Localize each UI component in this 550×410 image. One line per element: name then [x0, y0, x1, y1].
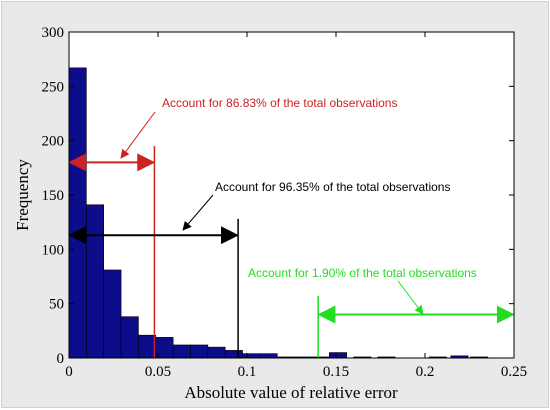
- x-axis-title: Absolute value of relative error: [184, 383, 398, 402]
- histogram-bar: [224, 350, 243, 359]
- x-tick-label: 0.1: [238, 364, 257, 380]
- histogram-bar: [68, 67, 87, 359]
- pointer-line: [182, 194, 214, 231]
- y-tick-label: 300: [42, 25, 65, 41]
- annotation-0: Account for 86.83% of the total observat…: [68, 96, 397, 358]
- y-tick-label: 0: [57, 351, 65, 367]
- annotation-1: Account for 96.35% of the total observat…: [68, 180, 450, 358]
- histogram-bar: [172, 344, 191, 359]
- y-tick-label: 250: [42, 79, 65, 95]
- pointer-line: [120, 111, 156, 159]
- annotation-2: Account for 1.90% of the total observati…: [248, 266, 515, 358]
- histogram-bar: [207, 346, 226, 359]
- histogram-bar: [242, 353, 261, 359]
- histogram-bar: [329, 352, 347, 359]
- annotations: Account for 86.83% of the total observat…: [68, 96, 515, 358]
- x-axis-ticks: 0 0.05 0.1 0.15 0.2 0.25: [65, 32, 527, 380]
- x-tick-label: 0.25: [501, 364, 527, 380]
- annotation-label: Account for 96.35% of the total observat…: [215, 180, 450, 194]
- y-axis-title: Frequency: [13, 159, 32, 231]
- histogram-bar: [259, 353, 278, 359]
- histogram-bar: [190, 344, 209, 359]
- plot-area: [69, 32, 514, 358]
- pointer-line: [397, 280, 424, 315]
- x-tick-label: 0.15: [323, 364, 349, 380]
- y-axis-ticks: 0 50 100 150 200 250 300: [42, 25, 514, 367]
- histogram-bar: [86, 204, 105, 359]
- histogram-bar: [138, 334, 157, 359]
- annotation-label: Account for 1.90% of the total observati…: [248, 266, 477, 280]
- y-tick-label: 50: [49, 297, 64, 313]
- x-tick-label: 0.2: [416, 364, 435, 380]
- annotation-label: Account for 86.83% of the total observat…: [162, 96, 397, 110]
- y-tick-label: 200: [42, 134, 65, 150]
- x-tick-label: 0: [65, 364, 73, 380]
- histogram-bar: [120, 316, 139, 359]
- histogram-bar: [103, 269, 122, 359]
- y-tick-label: 150: [42, 188, 65, 204]
- histogram-bars: [68, 67, 489, 359]
- x-tick-label: 0.05: [145, 364, 171, 380]
- y-tick-label: 100: [42, 242, 65, 258]
